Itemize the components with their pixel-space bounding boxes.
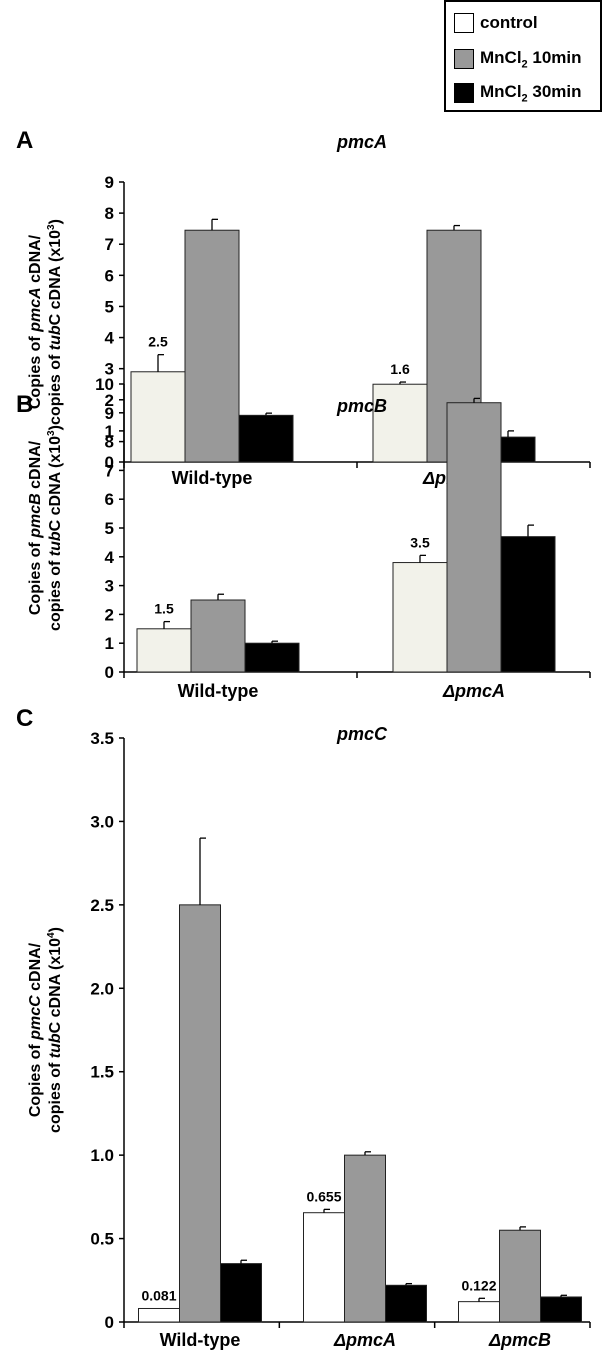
bar <box>244 642 300 673</box>
x-category-label: ΔpmcB <box>488 1330 551 1350</box>
bar <box>220 1263 262 1323</box>
data-label: 0.122 <box>461 1277 496 1293</box>
panel-title: pmcC <box>336 724 388 744</box>
bar <box>190 599 246 673</box>
y-tick-label: 7 <box>105 461 114 480</box>
bar <box>385 1284 427 1323</box>
y-tick-label: 1.0 <box>90 1146 114 1165</box>
y-tick-label: 1 <box>105 634 114 653</box>
data-label: 0.081 <box>141 1287 176 1303</box>
y-tick-label: 0 <box>105 453 114 472</box>
legend-label-mncl2-10min: MnCl2 10min <box>480 47 582 71</box>
y-tick-label: 0.5 <box>90 1230 114 1249</box>
bar <box>184 229 240 463</box>
data-label: 1.5 <box>154 601 174 617</box>
y-tick-label: 10 <box>95 375 114 394</box>
data-label: 0.655 <box>306 1188 341 1204</box>
legend-swatch-mncl2-10min <box>454 49 474 69</box>
legend-label-control: control <box>480 13 538 32</box>
y-tick-label: 1.5 <box>90 1063 114 1082</box>
y-tick-label: 9 <box>105 404 114 423</box>
x-category-label: ΔpmcA <box>333 1330 396 1350</box>
y-tick-label: 4 <box>105 548 115 567</box>
bar <box>238 414 294 463</box>
legend-item-mncl2-10min: MnCl2 10min <box>454 48 582 70</box>
y-tick-label: 5 <box>105 297 114 316</box>
y-tick-label: 6 <box>105 266 114 285</box>
x-category-label: ΔpmcA <box>442 681 505 701</box>
bar <box>446 402 502 673</box>
bar <box>458 1301 500 1323</box>
legend-item-control: control <box>454 12 538 34</box>
bar <box>499 1229 541 1323</box>
y-tick-label: 2.5 <box>90 896 114 915</box>
y-tick-label: 8 <box>105 433 114 452</box>
legend-label-mncl2-30min: MnCl2 30min <box>480 81 582 105</box>
y-tick-label: 5 <box>105 519 114 538</box>
legend-item-mncl2-30min: MnCl2 30min <box>454 82 582 104</box>
panel-a: ApmcA01234567892.5Wild-type1.6ΔpmcBCopie… <box>16 127 591 488</box>
y-tick-label: 4 <box>105 329 115 348</box>
data-label: 3.5 <box>410 534 430 550</box>
legend-swatch-mncl2-30min <box>454 83 474 103</box>
panel-title: pmcB <box>336 396 387 416</box>
y-tick-label: 3.0 <box>90 812 114 831</box>
y-tick-label: 3.5 <box>90 729 114 748</box>
bar <box>500 536 556 673</box>
y-tick-label: 7 <box>105 235 114 254</box>
x-category-label: Wild-type <box>178 681 259 701</box>
y-tick-label: 0 <box>105 663 114 682</box>
y-tick-label: 8 <box>105 204 114 223</box>
bar <box>540 1296 582 1323</box>
legend: control MnCl2 10min MnCl2 30min <box>444 0 602 112</box>
x-category-label: Wild-type <box>172 468 253 488</box>
panel-title: pmcA <box>336 132 387 152</box>
y-tick-label: 2 <box>105 391 114 410</box>
y-tick-label: 0 <box>105 1313 114 1332</box>
data-label: 2.5 <box>148 334 168 350</box>
y-axis-label: Copies of pmcB cDNA/copies of tubC cDNA … <box>27 425 64 631</box>
legend-swatch-control <box>454 13 474 33</box>
y-tick-label: 3 <box>105 577 114 596</box>
bar <box>136 628 192 673</box>
panel-letter: C <box>16 705 33 732</box>
y-tick-label: 3 <box>105 360 114 379</box>
bar <box>130 371 186 463</box>
bar <box>303 1212 345 1323</box>
bar <box>138 1307 180 1323</box>
panel-letter: B <box>16 391 33 418</box>
y-axis-label: Copies of pmcA cDNA/copies of tubC cDNA … <box>27 219 64 425</box>
y-tick-label: 9 <box>105 173 114 192</box>
bar <box>372 383 428 463</box>
panel-letter: A <box>16 127 33 154</box>
y-axis-label: Copies of pmcC cDNA/copies of tubC cDNA … <box>27 927 64 1133</box>
bar <box>392 562 448 673</box>
x-category-label: Wild-type <box>160 1330 241 1350</box>
y-tick-label: 1 <box>105 422 114 441</box>
bar <box>179 904 221 1323</box>
y-tick-label: 2 <box>105 605 114 624</box>
bar <box>344 1154 386 1323</box>
y-tick-label: 6 <box>105 490 114 509</box>
y-tick-label: 2.0 <box>90 979 114 998</box>
data-label: 1.6 <box>390 361 410 377</box>
